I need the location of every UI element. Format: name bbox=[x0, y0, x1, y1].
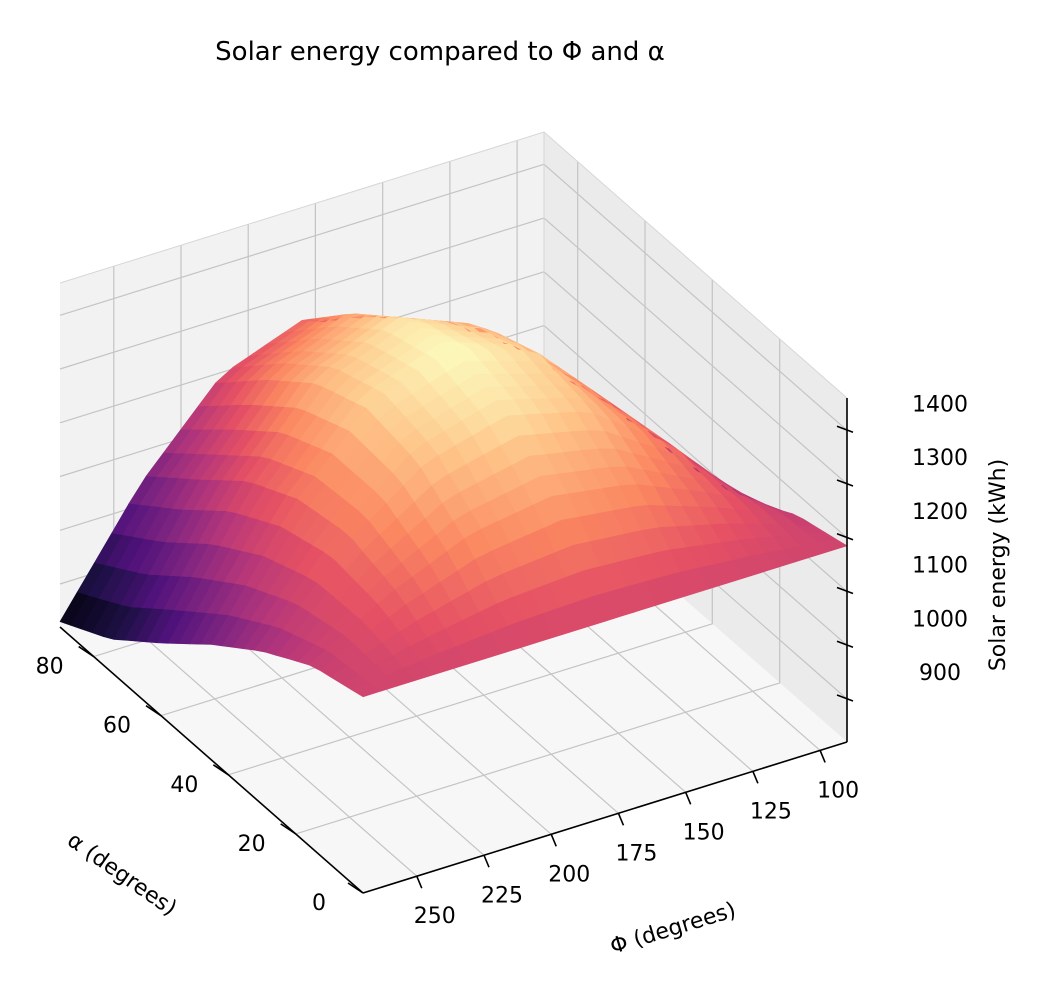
z-tick-mark bbox=[836, 533, 854, 541]
y-tick-mark bbox=[416, 875, 423, 889]
axis-lines bbox=[59, 398, 848, 894]
y-tick-label: 150 bbox=[683, 820, 725, 845]
y-tick-mark bbox=[752, 771, 759, 784]
grid-line-alpha bbox=[228, 279, 713, 776]
y-tick-label: 250 bbox=[414, 904, 456, 929]
y-axis-line bbox=[362, 741, 848, 894]
axis-ticks: 0 20 40 60 80 100 125 150 175 200 225 250 900 1000 110… bbox=[36, 392, 968, 929]
z-tick-mark bbox=[836, 640, 854, 648]
y-tick-mark bbox=[483, 854, 490, 868]
z-tick-mark bbox=[836, 694, 854, 702]
grid-line-alpha bbox=[295, 338, 781, 835]
z-tick-mark bbox=[836, 479, 854, 487]
x-tick-label: 40 bbox=[170, 773, 198, 798]
y-tick-mark bbox=[550, 833, 557, 847]
surface-patch bbox=[818, 538, 848, 552]
x-tick-mark bbox=[212, 764, 229, 776]
x-tick-label: 20 bbox=[238, 832, 266, 857]
energy-surface bbox=[59, 313, 848, 698]
y-tick-label: 200 bbox=[548, 862, 590, 887]
x-tick-mark bbox=[78, 645, 95, 658]
y-tick-mark bbox=[684, 792, 692, 805]
z-tick-mark bbox=[836, 586, 854, 595]
x-tick-mark bbox=[145, 705, 162, 717]
x-tick-mark bbox=[347, 882, 364, 894]
z-tick-label: 1000 bbox=[912, 607, 968, 632]
x-axis-label: α (degrees) bbox=[62, 828, 181, 921]
y-axis-label: Φ (degrees) bbox=[607, 898, 739, 960]
x-axis-line bbox=[59, 626, 364, 894]
x-tick-mark bbox=[280, 823, 297, 835]
y-tick-mark bbox=[819, 750, 826, 763]
y-tick-mark bbox=[617, 812, 625, 826]
chart-title: Solar energy compared to Φ and α bbox=[215, 37, 665, 67]
y-tick-label: 175 bbox=[615, 841, 657, 866]
y-tick-label: 225 bbox=[481, 883, 523, 908]
z-tick-label: 1300 bbox=[912, 446, 968, 471]
z-tick-label: 900 bbox=[919, 661, 961, 686]
x-tick-label: 0 bbox=[312, 891, 326, 916]
y-tick-label: 125 bbox=[750, 799, 792, 824]
y-tick-label: 100 bbox=[817, 778, 859, 803]
z-tick-label: 1400 bbox=[912, 392, 968, 417]
x-tick-label: 60 bbox=[103, 714, 131, 739]
x-tick-label: 80 bbox=[36, 655, 64, 680]
z-axis-label: Solar energy (kWh) bbox=[986, 459, 1011, 671]
z-tick-label: 1200 bbox=[912, 500, 968, 525]
z-tick-label: 1100 bbox=[912, 554, 968, 579]
z-tick-mark bbox=[836, 425, 854, 433]
